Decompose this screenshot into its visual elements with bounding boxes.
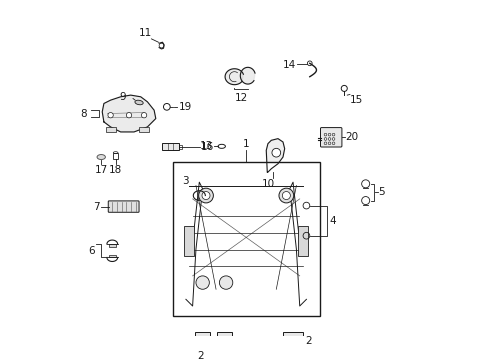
Circle shape xyxy=(271,148,280,157)
Circle shape xyxy=(279,188,293,203)
Ellipse shape xyxy=(135,100,143,105)
FancyBboxPatch shape xyxy=(108,201,139,212)
Bar xyxy=(113,153,118,159)
Bar xyxy=(109,255,115,257)
Text: 18: 18 xyxy=(109,165,122,175)
Text: 14: 14 xyxy=(283,60,296,70)
Ellipse shape xyxy=(97,154,105,159)
Bar xyxy=(172,162,319,316)
Circle shape xyxy=(141,113,146,118)
Bar xyxy=(178,145,182,149)
Polygon shape xyxy=(265,139,284,172)
Text: 1: 1 xyxy=(243,139,249,149)
Text: 7: 7 xyxy=(93,202,100,212)
Text: 20: 20 xyxy=(344,132,357,142)
Bar xyxy=(217,332,231,345)
Text: 8: 8 xyxy=(80,108,86,118)
Text: 9: 9 xyxy=(119,92,125,102)
Bar xyxy=(298,226,307,256)
Text: 3: 3 xyxy=(182,176,189,185)
Text: 2: 2 xyxy=(304,336,311,346)
Text: 15: 15 xyxy=(349,95,363,105)
Bar xyxy=(105,127,115,132)
Text: 13: 13 xyxy=(199,141,212,151)
Bar xyxy=(109,244,115,247)
Text: 4: 4 xyxy=(329,216,336,226)
Text: 12: 12 xyxy=(234,94,247,103)
Circle shape xyxy=(198,188,213,203)
FancyBboxPatch shape xyxy=(320,127,341,147)
Circle shape xyxy=(196,276,209,289)
Bar xyxy=(283,332,303,344)
Polygon shape xyxy=(102,95,156,132)
Polygon shape xyxy=(240,67,254,84)
Circle shape xyxy=(126,113,131,118)
Bar xyxy=(184,226,194,256)
Circle shape xyxy=(108,113,113,118)
Text: 2: 2 xyxy=(197,351,204,360)
Text: 19: 19 xyxy=(179,102,192,112)
Text: 6: 6 xyxy=(88,246,94,256)
Bar xyxy=(139,127,149,132)
Text: 5: 5 xyxy=(378,187,384,197)
Text: 10: 10 xyxy=(262,180,275,189)
Polygon shape xyxy=(224,69,243,85)
Text: 17: 17 xyxy=(94,165,108,175)
Circle shape xyxy=(219,276,232,289)
Text: 11: 11 xyxy=(139,28,152,38)
Bar xyxy=(195,332,209,345)
Circle shape xyxy=(202,192,209,199)
Bar xyxy=(162,143,178,150)
Text: 16: 16 xyxy=(200,142,213,152)
Circle shape xyxy=(282,192,290,199)
